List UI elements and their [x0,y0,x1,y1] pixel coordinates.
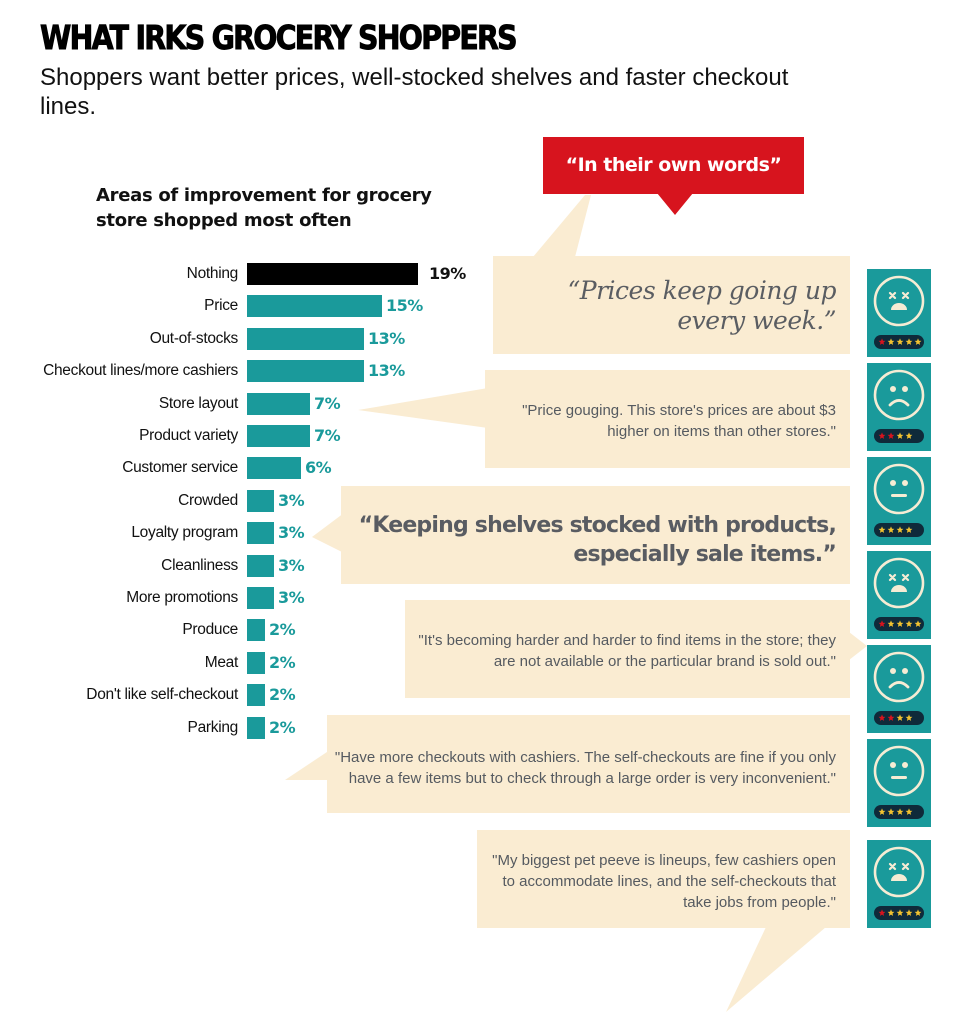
bar-row: Store layout 7% [0,392,480,417]
quote-text-3: “Keeping shelves stocked with products, … [358,513,837,567]
bar [247,327,364,350]
bar-label: Meat [204,653,239,671]
bubble-tail [312,513,344,553]
bar [247,457,301,480]
bar-label: Produce [182,621,238,639]
quote-text-5: "Have more checkouts with cashiers. The … [334,749,836,787]
bar-label: Checkout lines/more cashiers [43,362,238,380]
bar [247,554,274,577]
bar-label: More promotions [126,589,238,606]
quote-bubble-6: "My biggest pet peeve is lineups, few ca… [477,830,850,928]
bar-row: Out-of-stocks 13% [0,327,480,352]
bar-row: Nothing 19% [0,263,480,287]
bar [247,392,310,415]
bar-row: Don't like self-checkout 2% [0,684,480,708]
in-their-own-words-banner: “In their own words” [543,137,804,194]
bar-label: Nothing [186,265,239,282]
bar-value-label: 2% [269,685,296,705]
bar-row: Loyalty program 3% [0,522,480,546]
bar-label: Store layout [158,394,238,412]
bar-row: Product variety 7% [0,425,480,449]
bar-value-label: 3% [278,490,305,510]
bar-row: Meat 2% [0,651,480,676]
quote-text-2: "Price gouging. This store's prices are … [522,402,836,440]
bar-label: Cleanliness [161,556,238,574]
bar-label: Parking [187,718,239,736]
bar-value-label: 7% [314,393,341,413]
bar-value-label: 3% [278,523,305,543]
bar [247,587,274,609]
quote-bubble-1: “Prices keep going up every week.” [493,256,850,354]
bubble-tail [726,927,826,1012]
bar-value-label: 3% [278,555,305,575]
bar-value-label: 6% [305,458,332,478]
bar-label: Crowded [178,491,238,509]
quote-text-6: "My biggest pet peeve is lineups, few ca… [492,852,836,911]
bar-value-label: 19% [429,264,466,283]
bar-row: Crowded 3% [0,489,480,514]
quote-bubble-3: “Keeping shelves stocked with products, … [341,486,850,584]
bar-row: More promotions 3% [0,587,480,611]
bar [247,619,265,642]
bar-label: Out-of-stocks [149,329,239,347]
bar-value-label: 15% [386,296,423,316]
bar-row: Produce 2% [0,619,480,643]
sad-face-rating-icon [867,363,931,451]
bubble-tail [285,750,330,780]
bar-value-label: 2% [269,717,296,737]
bar [247,651,265,674]
bar-value-label: 13% [368,328,405,348]
quote-bubble-4: "It's becoming harder and harder to find… [405,600,850,698]
bar-value-label: 13% [368,361,405,381]
bar [247,295,382,318]
neutral-face-rating-icon [867,739,931,827]
bar-label: Loyalty program [131,524,238,542]
banner-pointer [657,193,693,215]
bar [247,716,265,739]
page-subtitle: Shoppers want better prices, well-stocke… [40,64,789,120]
quote-text-4: "It's becoming harder and harder to find… [418,632,836,670]
bar-row: Cleanliness 3% [0,554,480,579]
quote-text-1: “Prices keep going up every week.” [567,276,836,335]
bar-label: Don't like self-checkout [86,686,238,704]
bar-label: Customer service [122,459,238,477]
bubble-tail [849,632,867,660]
bar-value-label: 7% [314,426,341,445]
bar-label: Product variety [139,427,238,444]
neutral-face-rating-icon [867,457,931,545]
bar-row: Customer service 6% [0,457,480,481]
bubble-tail [533,195,591,257]
bar-value-label: 3% [278,588,305,607]
bar [247,360,364,383]
bar-row: Checkout lines/more cashiers 13% [0,360,480,384]
bar-row: Parking 2% [0,716,480,741]
bar-value-label: 2% [269,652,296,672]
bar [247,684,265,707]
dead-face-rating-icon [867,551,931,639]
bar [247,263,418,285]
page-title: WHAT IRKS GROCERY SHOPPERS [40,18,518,58]
chart-title: Areas of improvement for grocery store s… [96,185,432,231]
bar-value-label: 2% [269,620,296,640]
bar [247,489,274,512]
sad-face-rating-icon [867,645,931,733]
dead-face-rating-icon [867,269,931,357]
bar-row: Price 15% [0,295,480,319]
dead-face-rating-icon [867,840,931,928]
quote-bubble-5: "Have more checkouts with cashiers. The … [327,715,850,813]
quote-bubble-2: "Price gouging. This store's prices are … [485,370,850,468]
bubble-tail [358,388,488,428]
bar [247,425,310,447]
bar-label: Price [204,297,238,315]
bar [247,522,274,545]
